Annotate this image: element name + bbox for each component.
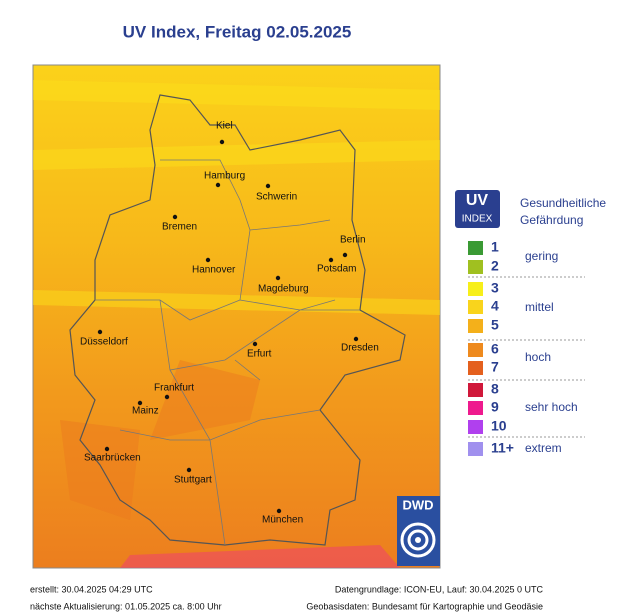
level-label: 2 — [491, 258, 499, 274]
level-label: 5 — [491, 317, 499, 333]
level-swatch — [468, 383, 483, 397]
city-label: Schwerin — [256, 192, 297, 203]
level-swatch — [468, 282, 483, 296]
level-swatch — [468, 361, 483, 375]
level-swatch — [468, 241, 483, 255]
level-label: 1 — [491, 239, 499, 255]
city-dot — [265, 183, 271, 189]
city-dot — [328, 257, 334, 263]
city-dot — [164, 394, 170, 400]
country-border — [69, 94, 406, 546]
city-dot — [104, 446, 110, 452]
level-swatch — [468, 420, 483, 434]
city-dot — [137, 400, 143, 406]
footer-created: erstellt: 30.04.2025 04:29 UTC — [30, 584, 153, 594]
uv-badge — [455, 190, 500, 228]
footer-geo: Geobasisdaten: Bundesamt für Kartographi… — [306, 601, 543, 611]
level-label: 8 — [491, 381, 499, 397]
uv-band — [60, 360, 260, 520]
city-dot — [205, 257, 211, 263]
level-label: 11+ — [491, 440, 514, 456]
level-swatch — [468, 401, 483, 415]
city-label: Hamburg — [204, 171, 245, 182]
city-dot — [215, 182, 221, 188]
level-swatch — [468, 343, 483, 357]
category-label: sehr hoch — [525, 400, 578, 414]
city-label: Magdeburg — [258, 284, 309, 295]
uv-band — [120, 545, 400, 568]
city-label: München — [262, 515, 303, 526]
city-dot — [219, 139, 225, 145]
category-label: hoch — [525, 350, 551, 364]
city-label: Dresden — [341, 343, 379, 354]
logo-text: DWD — [402, 497, 433, 512]
category-label: mittel — [525, 300, 554, 314]
city-dot — [275, 275, 281, 281]
city-dot — [97, 329, 103, 335]
level-label: 6 — [491, 341, 499, 357]
city-label: Frankfurt — [154, 383, 194, 394]
legend-heading: Gesundheitliche — [520, 196, 606, 210]
city-label: Hannover — [192, 265, 236, 276]
city-dot — [353, 336, 359, 342]
city-label: Mainz — [132, 406, 159, 417]
category-label: extrem — [525, 441, 562, 455]
legend: UV INDEX Gesundheitliche Gefährdung 1 2 3 4… — [455, 190, 606, 456]
city-dot — [276, 508, 282, 514]
map: Kiel Hamburg Schwerin Bremen Berlin Potsdam Ha… — [32, 64, 441, 569]
state-border — [95, 159, 360, 546]
logo-swirl — [400, 522, 436, 558]
city-label: Bremen — [162, 222, 197, 233]
city-dot — [186, 467, 192, 473]
city-label: Saarbrücken — [84, 453, 141, 464]
footer-next: nächste Aktualisierung: 01.05.2025 ca. 8… — [30, 601, 222, 611]
city-dot — [252, 341, 258, 347]
city-label: Kiel — [216, 121, 233, 132]
level-swatch — [468, 260, 483, 274]
uv-label: UV — [466, 192, 489, 209]
footer-data: Datengrundlage: ICON-EU, Lauf: 30.04.202… — [335, 584, 544, 594]
level-label: 3 — [491, 280, 499, 296]
level-label: 7 — [491, 359, 499, 375]
logo-swirl — [415, 537, 421, 543]
level-swatch — [468, 300, 483, 314]
logo-swirl — [407, 529, 429, 551]
city-dot — [342, 252, 348, 258]
title: UV Index, Freitag 02.05.2025 — [123, 22, 352, 41]
index-label: INDEX — [462, 214, 493, 225]
city-label: Stuttgart — [174, 475, 212, 486]
uv-band — [33, 80, 440, 315]
city-label: Erfurt — [247, 349, 272, 360]
level-swatch — [468, 319, 483, 333]
legend-heading: Gefährdung — [520, 213, 583, 227]
city-label: Potsdam — [317, 264, 356, 275]
level-label: 10 — [491, 418, 507, 434]
city-dot — [172, 214, 178, 220]
city-label: Düsseldorf — [80, 337, 128, 348]
level-label: 9 — [491, 399, 499, 415]
category-label: gering — [525, 249, 558, 263]
dwd-logo: DWD — [397, 496, 440, 566]
level-swatch — [468, 442, 483, 456]
level-label: 4 — [491, 298, 499, 314]
city-label: Berlin — [340, 235, 366, 246]
